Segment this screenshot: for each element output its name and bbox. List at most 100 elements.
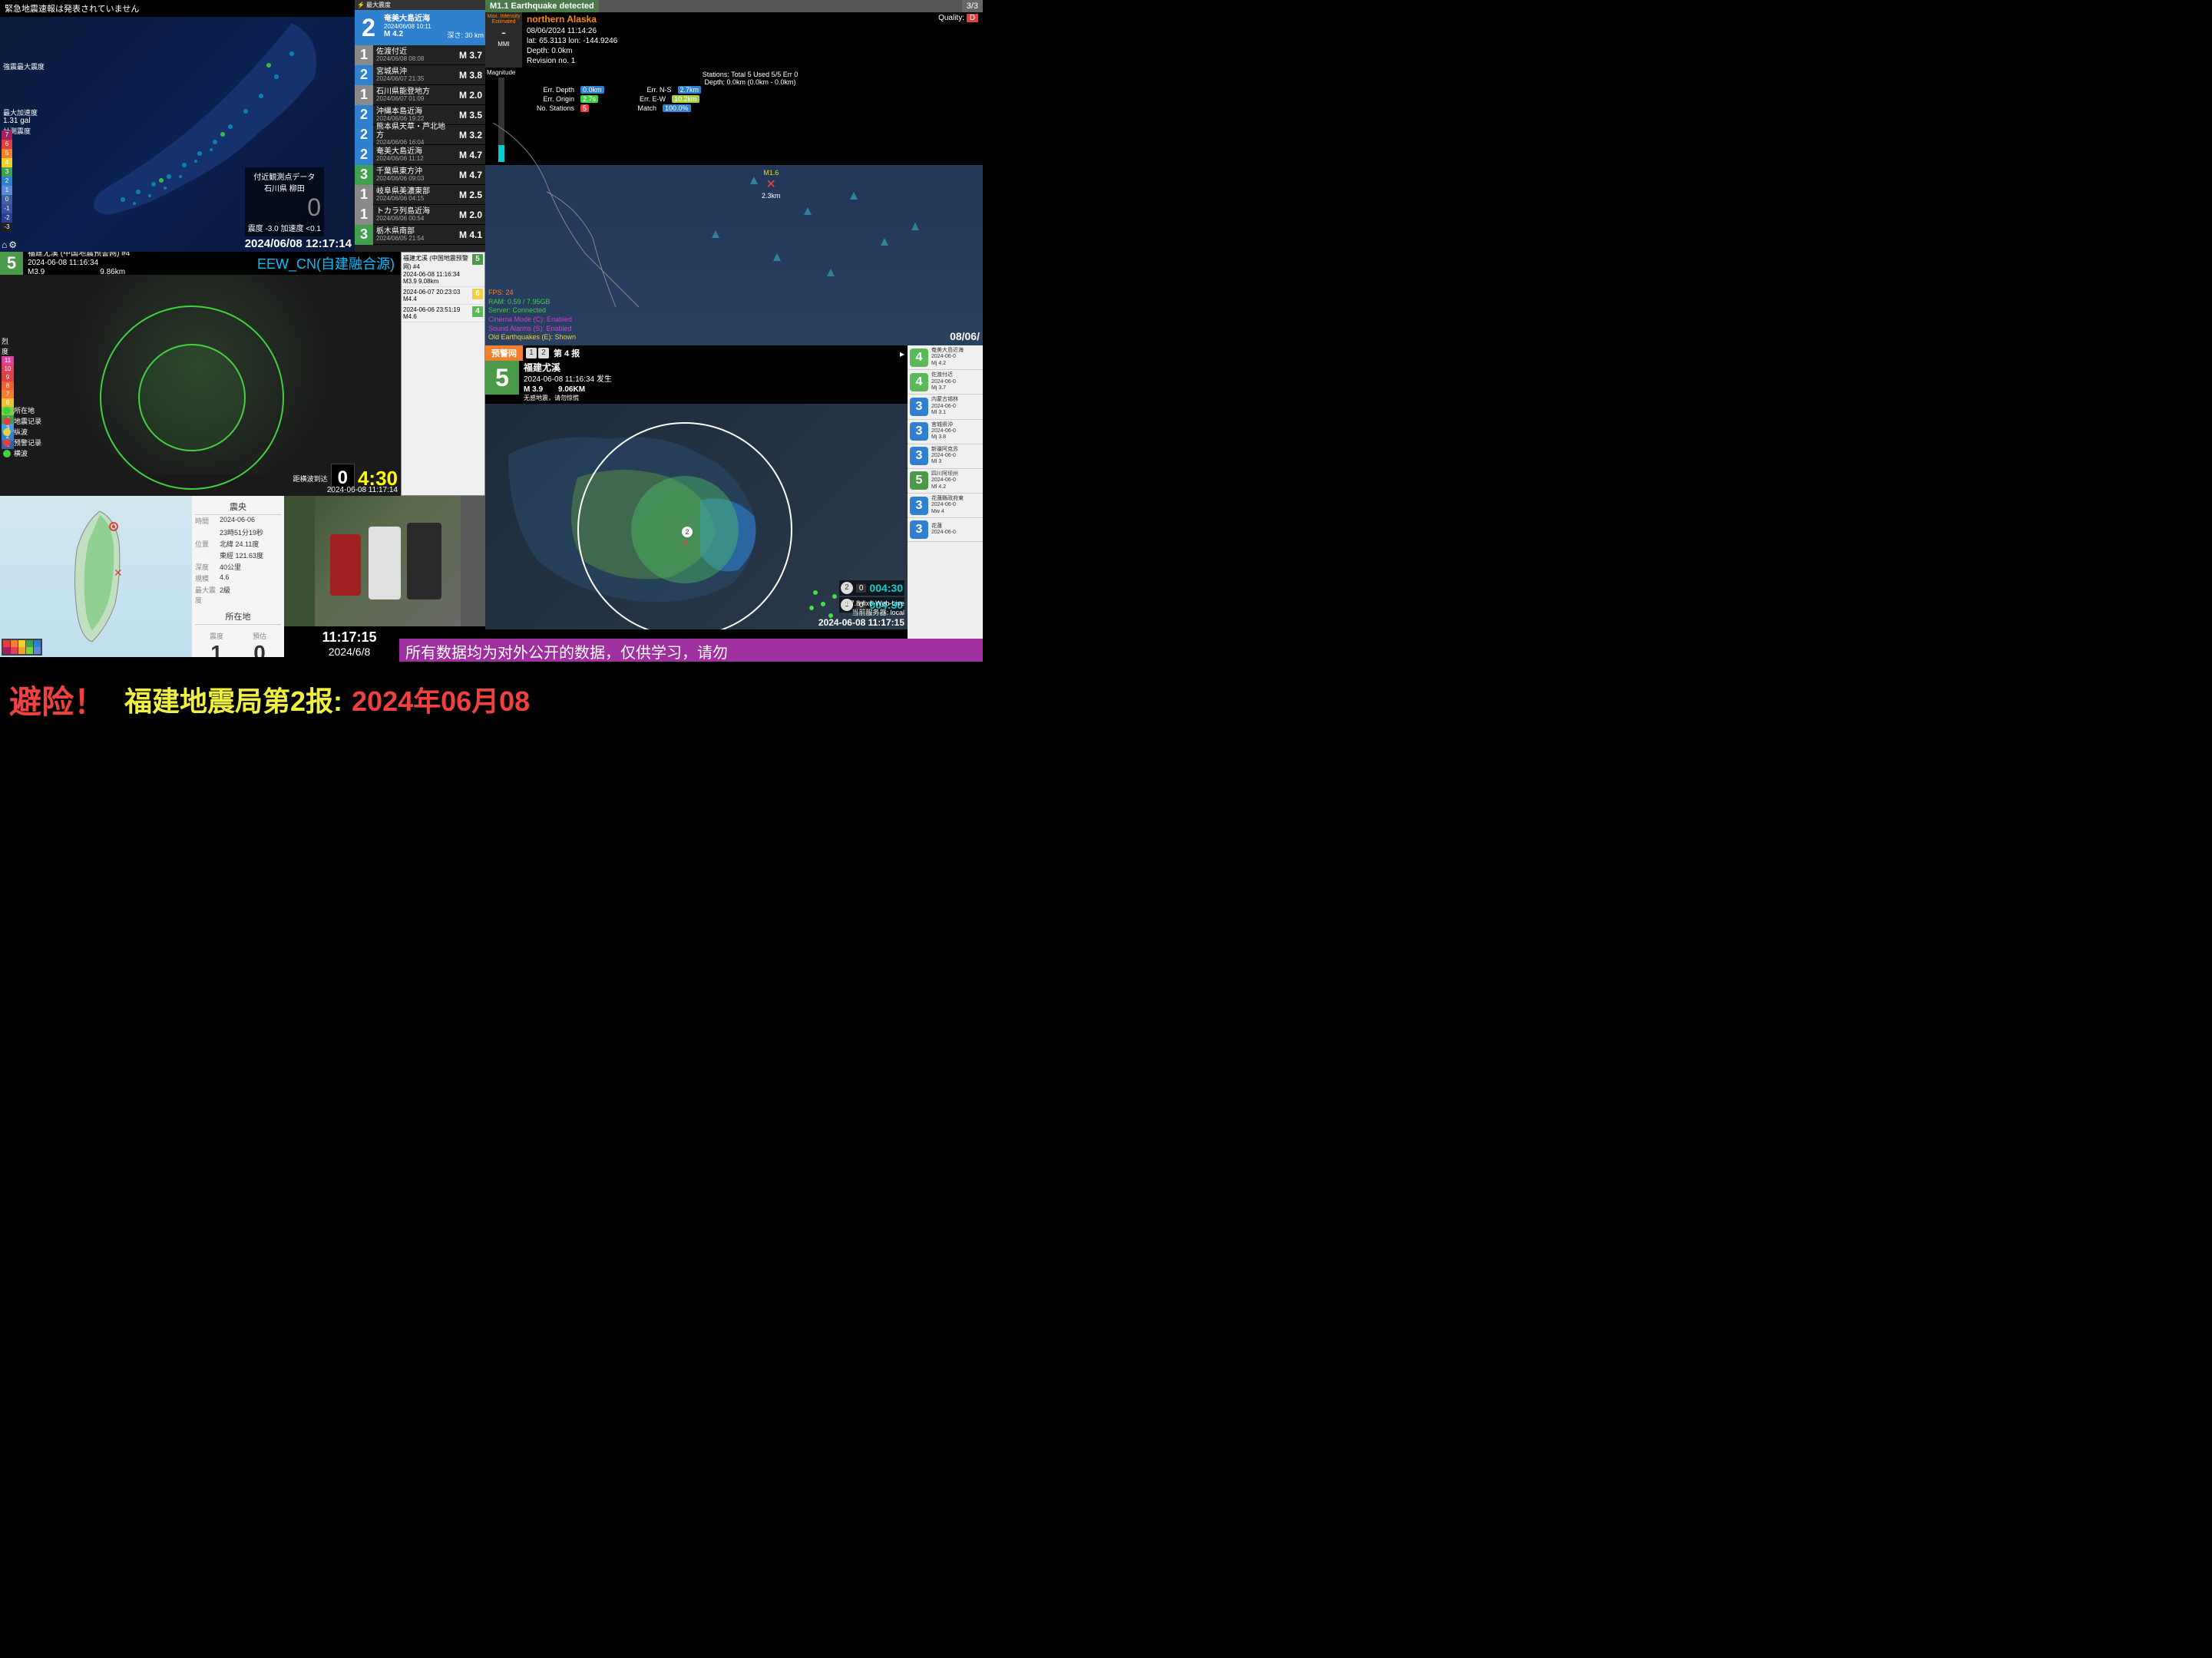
- cn-eew-source: EEW_CN(自建融合源): [257, 253, 401, 273]
- gq-count: 3/3: [962, 0, 983, 12]
- jp-legend-cell: 3: [2, 167, 12, 177]
- jp-legend-cell: -2: [2, 213, 12, 223]
- jp-float-header: 付近観測点データ: [248, 170, 321, 182]
- quake-list-panel: ⚡ 最大震度 2 奄美大島近海 2024/06/08 10:11 M 4.2 深…: [355, 0, 485, 252]
- gq-mmi-label: Max. Intensity Estimated: [487, 14, 521, 25]
- quake-dt: 2024/06/06 11:12: [376, 156, 450, 163]
- cn-map-footer: 1.7.8-fix6-Web-Live 当前服务器: local 2024-06…: [818, 599, 904, 628]
- quake-row[interactable]: 1 トカラ列島近海 2024/06/06 00:54 M 2.0: [355, 205, 485, 225]
- quake-dt: 2024/06/05 21:54: [376, 236, 450, 243]
- settings-icon[interactable]: ⚙: [8, 239, 17, 250]
- quake-row[interactable]: 1 石川県能登地方 2024/06/07 01:09 M 2.0: [355, 85, 485, 105]
- gq-mmi-val: -: [487, 25, 521, 41]
- quake-dt: 2024/06/07 01:09: [376, 96, 450, 103]
- jp-float-val: 0: [307, 193, 321, 222]
- side-row[interactable]: 3 内蒙古锡林2024-06-0Ml 3.1: [908, 395, 983, 419]
- gq-mmi-sub: MMI: [487, 41, 521, 48]
- cn-eew-foot-time: 2024-06-08 11:17:14: [327, 486, 398, 494]
- alert-seg2: 福建地震局第2报:: [115, 679, 352, 719]
- home-icon[interactable]: ⌂: [2, 239, 7, 250]
- camera-clock: 11:17:15 2024/6/8: [299, 628, 399, 659]
- quake-badge: 1: [355, 85, 373, 105]
- side-row[interactable]: 3 宮城県沖2024-06-0Mj 3.8: [908, 420, 983, 444]
- cn-eew-dt: 2024-06-08 11:16:34: [28, 259, 98, 268]
- quake-badge: 1: [355, 205, 373, 225]
- globalquake-panel: M1.1 Earthquake detected 3/3 Max. Intens…: [485, 0, 983, 345]
- quake-row[interactable]: 3 千葉県東方沖 2024/06/06 09:03 M 4.7: [355, 165, 485, 185]
- mini-win-row[interactable]: 福建尤溪 (中国地震预警网) #42024-06-08 11:16:34M3.9…: [402, 253, 484, 287]
- taiwan-island: ✕: [54, 504, 146, 649]
- quake-loc: 奄美大島近海: [376, 147, 450, 156]
- quake-featured-dt: 2024/06/08 10:11: [384, 23, 484, 30]
- quake-badge: 2: [355, 65, 373, 85]
- svg-text:✕: ✕: [114, 566, 123, 579]
- cn-eew-map[interactable]: 烈度 1110987654321 所在地地震记录纵波预警记录横波: [0, 275, 401, 474]
- quake-loc: 栃木県南部: [376, 227, 450, 236]
- quake-featured-badge: 2: [355, 10, 382, 45]
- cn-eew-badge: 5: [0, 252, 23, 275]
- cam-date: 2024/6/8: [306, 646, 393, 658]
- quake-loc: 佐渡付近: [376, 48, 450, 56]
- quake-row[interactable]: 1 岐阜県美濃東部 2024/06/06 04:15 M 2.5: [355, 185, 485, 205]
- cn-map-dt: 2024-06-08 11:16:34 发生: [524, 375, 612, 385]
- jp-legend-cell: 1: [2, 186, 12, 195]
- expand-icon[interactable]: ▸: [900, 348, 904, 359]
- side-row[interactable]: 4 佐渡付近2024-06-0Mj 3.7: [908, 370, 983, 395]
- gq-latlon: lat: 65.3113 lon: -144.9246: [527, 36, 929, 46]
- gq-depth-range: Depth: 0.0km (0.0km - 0.0km): [521, 78, 980, 86]
- quake-dt: 2024/06/06 16:04: [376, 140, 450, 147]
- quake-loc: トカラ列島近海: [376, 207, 450, 216]
- quake-mag: M 2.5: [453, 190, 485, 200]
- gq-mmi-box: Max. Intensity Estimated - MMI: [485, 12, 522, 68]
- quake-row[interactable]: 2 奄美大島近海 2024/06/06 11:12 M 4.7: [355, 145, 485, 165]
- quake-dt: 2024/06/06 19:22: [376, 116, 450, 123]
- gq-stations: Stations: Total 5 Used 5/5 Err 0: [521, 71, 980, 78]
- side-row[interactable]: 3 花蓮2024-06-0: [908, 518, 983, 542]
- alert-seg3: 2024年06月08: [352, 679, 530, 719]
- gq-status: FPS: 24RAM: 0.59 / 7.95GBServer: Connect…: [488, 289, 576, 342]
- quake-loc: 岐阜県美濃東部: [376, 187, 450, 196]
- jp-intensity-legend: 76543210-1-2-3: [2, 130, 12, 232]
- cn-map-timer-row: 20004:30: [839, 580, 904, 596]
- quake-badge: 1: [355, 185, 373, 205]
- gq-datetime: 08/06/2024 11:14:26: [527, 26, 929, 36]
- alert-seg1: 避险！: [0, 676, 115, 723]
- tw-epi-label: 震央: [195, 499, 281, 515]
- quake-featured-mag: M 4.2: [384, 30, 403, 40]
- quake-dt: 2024/06/06 00:54: [376, 216, 450, 223]
- quake-dt: 2024/06/08 08:08: [376, 56, 450, 63]
- side-row[interactable]: 3 新疆阿克苏2024-06-0Ml 3: [908, 444, 983, 469]
- quake-row[interactable]: 1 佐渡付近 2024/06/08 08:08 M 3.7: [355, 45, 485, 65]
- quake-mag: M 4.7: [453, 150, 485, 160]
- side-row[interactable]: 5 四川阿坝州2024-06-0Ml 4.2: [908, 469, 983, 494]
- alert-banner: 避险！ 福建地震局第2报: 2024年06月08: [0, 662, 983, 737]
- quake-badge: 3: [355, 165, 373, 185]
- cn-map-epicenter: 2 ✕: [682, 527, 693, 548]
- taiwan-map-panel: ✕: [0, 496, 192, 657]
- jp-clock: 2024/06/08 12:17:14: [245, 237, 352, 250]
- quake-badge: 1: [355, 45, 373, 65]
- quake-row[interactable]: 3 栃木県南部 2024/06/05 21:54 M 4.1: [355, 225, 485, 245]
- cn-map-report: 第 4 报: [549, 345, 584, 361]
- mini-win-row[interactable]: 2024-06-06 23:51:19M4.6 4: [402, 305, 484, 322]
- quake-badge: 2: [355, 105, 373, 125]
- quake-mag: M 2.0: [453, 210, 485, 220]
- jp-nearby-station: 付近観測点データ 石川県 柳田 0 震度 -3.0 加速度 <0.1: [245, 167, 324, 236]
- jp-legend-cell: 2: [2, 177, 12, 186]
- quake-mag: M 2.0: [453, 90, 485, 101]
- quake-row[interactable]: 2 宮城県沖 2024/06/07 21:35 M 3.8: [355, 65, 485, 85]
- quake-row[interactable]: 2 熊本県天草・芦北地方 2024/06/06 16:04 M 3.2: [355, 125, 485, 145]
- cn-map-warn: 预警网: [485, 345, 523, 361]
- side-row[interactable]: 4 奄美大島近海2024-06-0Mj 4.2: [908, 345, 983, 370]
- taiwan-info-panel: 震央 時間2024-06-0623時51分19秒位置北緯 24.11度東經 12…: [192, 496, 284, 657]
- quake-dt: 2024/06/06 04:15: [376, 196, 450, 203]
- gq-location: northern Alaska: [527, 14, 929, 26]
- cam-time: 11:17:15: [306, 629, 393, 646]
- camera-feed: [284, 496, 485, 626]
- mini-win-row[interactable]: 2024-06-07 20:23:03M4.4 6: [402, 287, 484, 305]
- quake-mag: M 4.1: [453, 230, 485, 240]
- jp-legend-cell: 6: [2, 140, 12, 149]
- quake-featured[interactable]: 2 奄美大島近海 2024/06/08 10:11 M 4.2 深さ: 30 k…: [355, 10, 485, 45]
- cn-countdown-label: 距横波到达: [293, 474, 328, 484]
- side-row[interactable]: 3 花蓮縣政府東2024-06-0Mw 4: [908, 494, 983, 518]
